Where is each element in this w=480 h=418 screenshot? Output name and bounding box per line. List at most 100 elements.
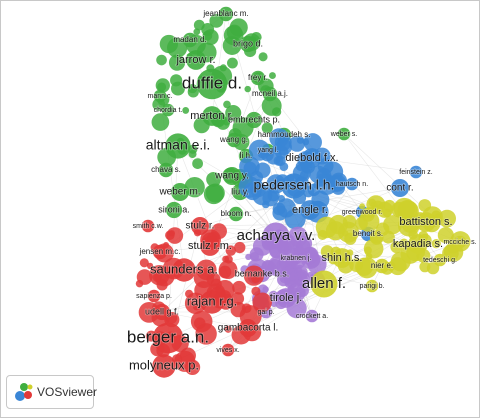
node-bubble xyxy=(153,89,167,103)
node-label: brigo d. xyxy=(233,38,263,48)
node-bubble xyxy=(141,219,155,233)
node-bubble xyxy=(245,253,252,261)
node-bubble xyxy=(261,122,273,134)
node-label: benoit s. xyxy=(353,229,383,238)
node-label: tirole j. xyxy=(270,292,302,304)
node-label: hautsch n. xyxy=(336,181,368,188)
node-bubble xyxy=(172,258,196,282)
node-bubble xyxy=(244,85,251,93)
node-bubble xyxy=(433,253,447,267)
node-bubble xyxy=(191,217,209,235)
node-bubble xyxy=(281,173,307,199)
node-bubble xyxy=(438,209,456,228)
node-bubble xyxy=(345,177,359,191)
node-bubble xyxy=(245,111,263,129)
vosviewer-logo[interactable]: VOSviewer xyxy=(6,375,98,409)
node-bubble xyxy=(302,148,322,168)
node-bubble xyxy=(330,172,348,190)
node-bubble xyxy=(408,234,428,254)
node-label: tedeschi g. xyxy=(423,257,457,264)
node-label: stulz r. xyxy=(186,221,215,232)
node-bubble xyxy=(393,197,416,220)
node-bubble xyxy=(272,205,288,221)
node-bubble xyxy=(219,64,227,72)
node-bubble xyxy=(355,217,368,231)
node-bubble xyxy=(383,215,403,235)
node-bubble xyxy=(442,244,459,262)
node-bubble xyxy=(186,50,206,70)
node-label: sapienza p. xyxy=(136,293,172,300)
node-bubble xyxy=(184,176,205,198)
node-label: rajan r.g. xyxy=(187,293,238,308)
node-label: merton r. xyxy=(190,110,233,122)
node-label: hammoudeh s. xyxy=(258,130,311,139)
node-bubble xyxy=(221,343,235,357)
node-label: greenwood r. xyxy=(342,209,383,216)
node-bubble xyxy=(269,72,276,80)
node-bubble xyxy=(202,29,219,46)
node-label: kapadia s. xyxy=(393,238,443,250)
node-label: bernanke b.s. xyxy=(235,268,290,278)
node-bubble xyxy=(223,167,241,185)
node-bubble xyxy=(418,199,432,212)
node-label: wang g. xyxy=(219,135,248,144)
node-bubble xyxy=(437,227,454,244)
node-bubble xyxy=(146,262,154,270)
node-bubble xyxy=(239,35,257,53)
node-bubble xyxy=(157,82,167,92)
node-bubble xyxy=(383,199,396,213)
node-bubble xyxy=(168,230,176,237)
node-bubble xyxy=(153,303,171,321)
node-bubble xyxy=(250,70,266,86)
node-bubble xyxy=(152,244,168,260)
bubbles xyxy=(135,6,471,378)
logo-icon xyxy=(15,383,33,401)
node-bubble xyxy=(239,156,260,177)
node-bubble xyxy=(364,246,372,255)
node-bubble xyxy=(227,57,238,69)
node-bubble xyxy=(166,227,184,244)
node-bubble xyxy=(359,203,366,210)
node-bubble xyxy=(303,133,322,152)
node-bubble xyxy=(156,54,167,66)
node-bubble xyxy=(267,189,280,202)
node-label: mcciche s. xyxy=(443,239,476,246)
node-bubble xyxy=(190,310,213,333)
node-label: krabnen j. xyxy=(281,255,312,262)
node-bubble xyxy=(285,271,299,285)
node-bubble xyxy=(305,309,319,323)
node-label: jeanblanc m. xyxy=(202,9,248,18)
node-bubble xyxy=(152,272,162,282)
node-bubble xyxy=(275,144,282,151)
node-bubble xyxy=(161,103,175,117)
node-bubble xyxy=(262,86,278,102)
node-bubble xyxy=(182,32,198,48)
node-bubble xyxy=(337,127,351,141)
node-bubble xyxy=(193,19,205,31)
node-bubble xyxy=(344,232,357,245)
node-bubble xyxy=(171,183,189,201)
node-label: berger a.n. xyxy=(127,327,209,346)
logo-text: VOSviewer xyxy=(37,385,98,399)
node-label: pedersen l.h. xyxy=(254,177,335,193)
node-bubble xyxy=(332,248,352,268)
node-bubble xyxy=(147,289,161,303)
node-label: weber m. xyxy=(158,187,200,198)
node-bubble xyxy=(276,288,296,308)
node-bubble xyxy=(390,240,403,254)
node-label: altman e.i. xyxy=(146,137,211,153)
node-label: diebold f.x. xyxy=(285,152,338,164)
node-bubble xyxy=(218,6,234,22)
node-label: shin h.s. xyxy=(322,252,363,264)
node-bubble xyxy=(369,231,384,245)
node-label: bloom n. xyxy=(221,209,252,218)
node-bubble xyxy=(262,222,290,250)
node-bubble xyxy=(273,155,284,166)
node-bubble xyxy=(315,173,329,187)
node-bubble xyxy=(174,350,196,372)
node-bubble xyxy=(225,104,242,122)
node-bubble xyxy=(364,206,376,219)
node-label: chordia t. xyxy=(154,107,183,114)
node-bubble xyxy=(288,135,306,152)
node-bubble xyxy=(381,230,395,244)
